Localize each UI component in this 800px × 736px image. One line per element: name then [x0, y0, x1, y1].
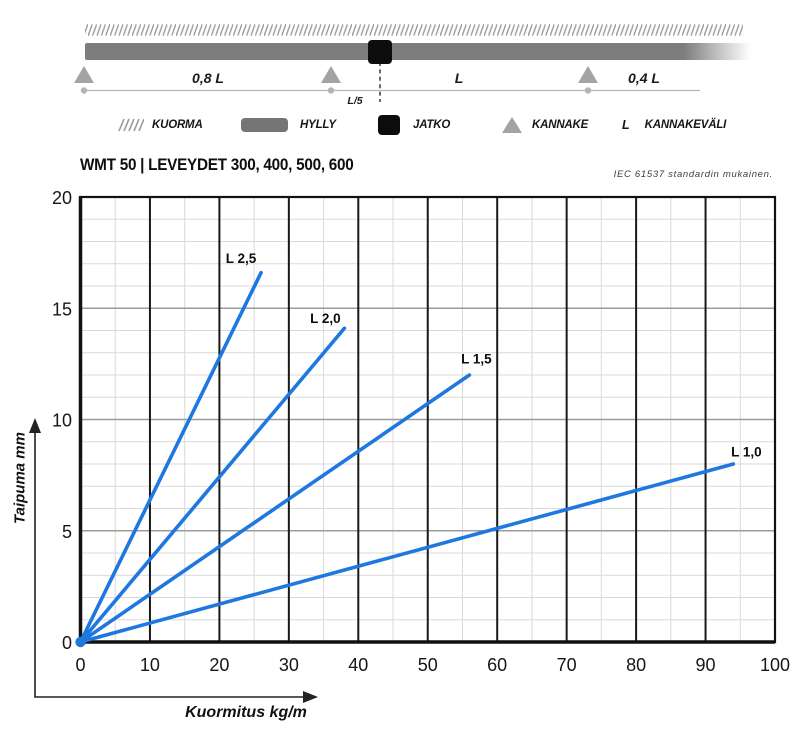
- x-tick-label: 50: [418, 655, 438, 675]
- span-label-middle: L: [454, 70, 464, 86]
- hylly-bar-icon: [241, 118, 288, 132]
- support-triangle-icon: [74, 66, 94, 83]
- kannakevali-letter-icon: L: [622, 118, 630, 132]
- legend-item-jatko: JATKO: [378, 114, 450, 136]
- page-title: WMT 50 | LEVEYDET 300, 400, 500, 600: [80, 155, 354, 174]
- standard-note: IEC 61537 standardin mukainen.: [613, 169, 773, 180]
- x-tick-label: 20: [209, 655, 229, 675]
- x-tick-label: 60: [487, 655, 507, 675]
- legend-label: HYLLY: [300, 119, 336, 131]
- support-point-dot: [327, 87, 335, 94]
- legend-label: KUORMA: [152, 119, 203, 131]
- axis-arrows: [29, 418, 318, 703]
- x-tick-label: 70: [557, 655, 577, 675]
- joint-offset-label: L/5: [347, 95, 363, 107]
- x-axis-title: Kuormitus kg/m: [185, 704, 307, 721]
- series-line: [78, 462, 736, 644]
- y-tick-label: 15: [52, 299, 72, 319]
- series-line: [78, 373, 472, 644]
- origin-point: [75, 636, 86, 648]
- y-tick-label: 20: [52, 188, 72, 208]
- legend-item-kannakevali: L KANNAKEVÄLI: [622, 114, 726, 136]
- load-hatch-band-icon: [85, 24, 743, 36]
- x-tick-label: 80: [626, 655, 646, 675]
- legend-label: JATKO: [413, 119, 451, 131]
- joint-square-icon: [368, 40, 392, 64]
- x-tick-label: 10: [140, 655, 160, 675]
- legend-label: KANNAKE: [532, 119, 589, 131]
- kuorma-hatch-icon: [118, 118, 144, 132]
- series-label: L 1,0: [731, 445, 762, 460]
- jatko-square-icon: [378, 115, 400, 135]
- legend-label: KANNAKEVÄLI: [644, 119, 727, 131]
- span-label-right: 0,4 L: [628, 70, 660, 86]
- support-triangle-icon: [578, 66, 598, 83]
- x-tick-label: 0: [75, 655, 85, 675]
- beam-schematic: [74, 24, 750, 102]
- x-tick-label: 30: [279, 655, 299, 675]
- series-label: L 1,5: [461, 352, 492, 367]
- legend-item-kuorma: KUORMA: [118, 114, 203, 136]
- plot-area: 0 10 20 30 40 50 60 70 80 90 100 0 5 10 15 20 L 2,5 L 2,0…: [52, 188, 790, 675]
- support-point-dot: [80, 87, 88, 94]
- series-label: L 2,0: [310, 311, 341, 326]
- support-point-dot: [584, 87, 592, 94]
- series-label: L 2,5: [226, 251, 257, 266]
- legend-item-kannake: KANNAKE: [502, 114, 588, 136]
- y-tick-label: 0: [62, 633, 72, 653]
- legend-item-hylly: HYLLY: [241, 114, 336, 136]
- x-tick-label: 40: [348, 655, 368, 675]
- x-tick-label: 90: [696, 655, 716, 675]
- span-label-left: 0,8 L: [192, 70, 224, 86]
- support-triangle-icon: [321, 66, 341, 83]
- y-axis-title: Taipuma mm: [11, 432, 29, 524]
- plot-border: [79, 195, 777, 644]
- x-tick-label: 100: [760, 655, 790, 675]
- y-axis-arrowhead-icon: [29, 418, 41, 433]
- y-tick-label: 5: [62, 522, 72, 542]
- kannake-triangle-icon: [502, 117, 522, 133]
- series-line: [78, 270, 263, 644]
- x-axis-arrowhead-icon: [303, 691, 318, 703]
- y-tick-label: 10: [52, 411, 72, 431]
- shelf-bar: [85, 43, 750, 60]
- series-line: [78, 326, 347, 644]
